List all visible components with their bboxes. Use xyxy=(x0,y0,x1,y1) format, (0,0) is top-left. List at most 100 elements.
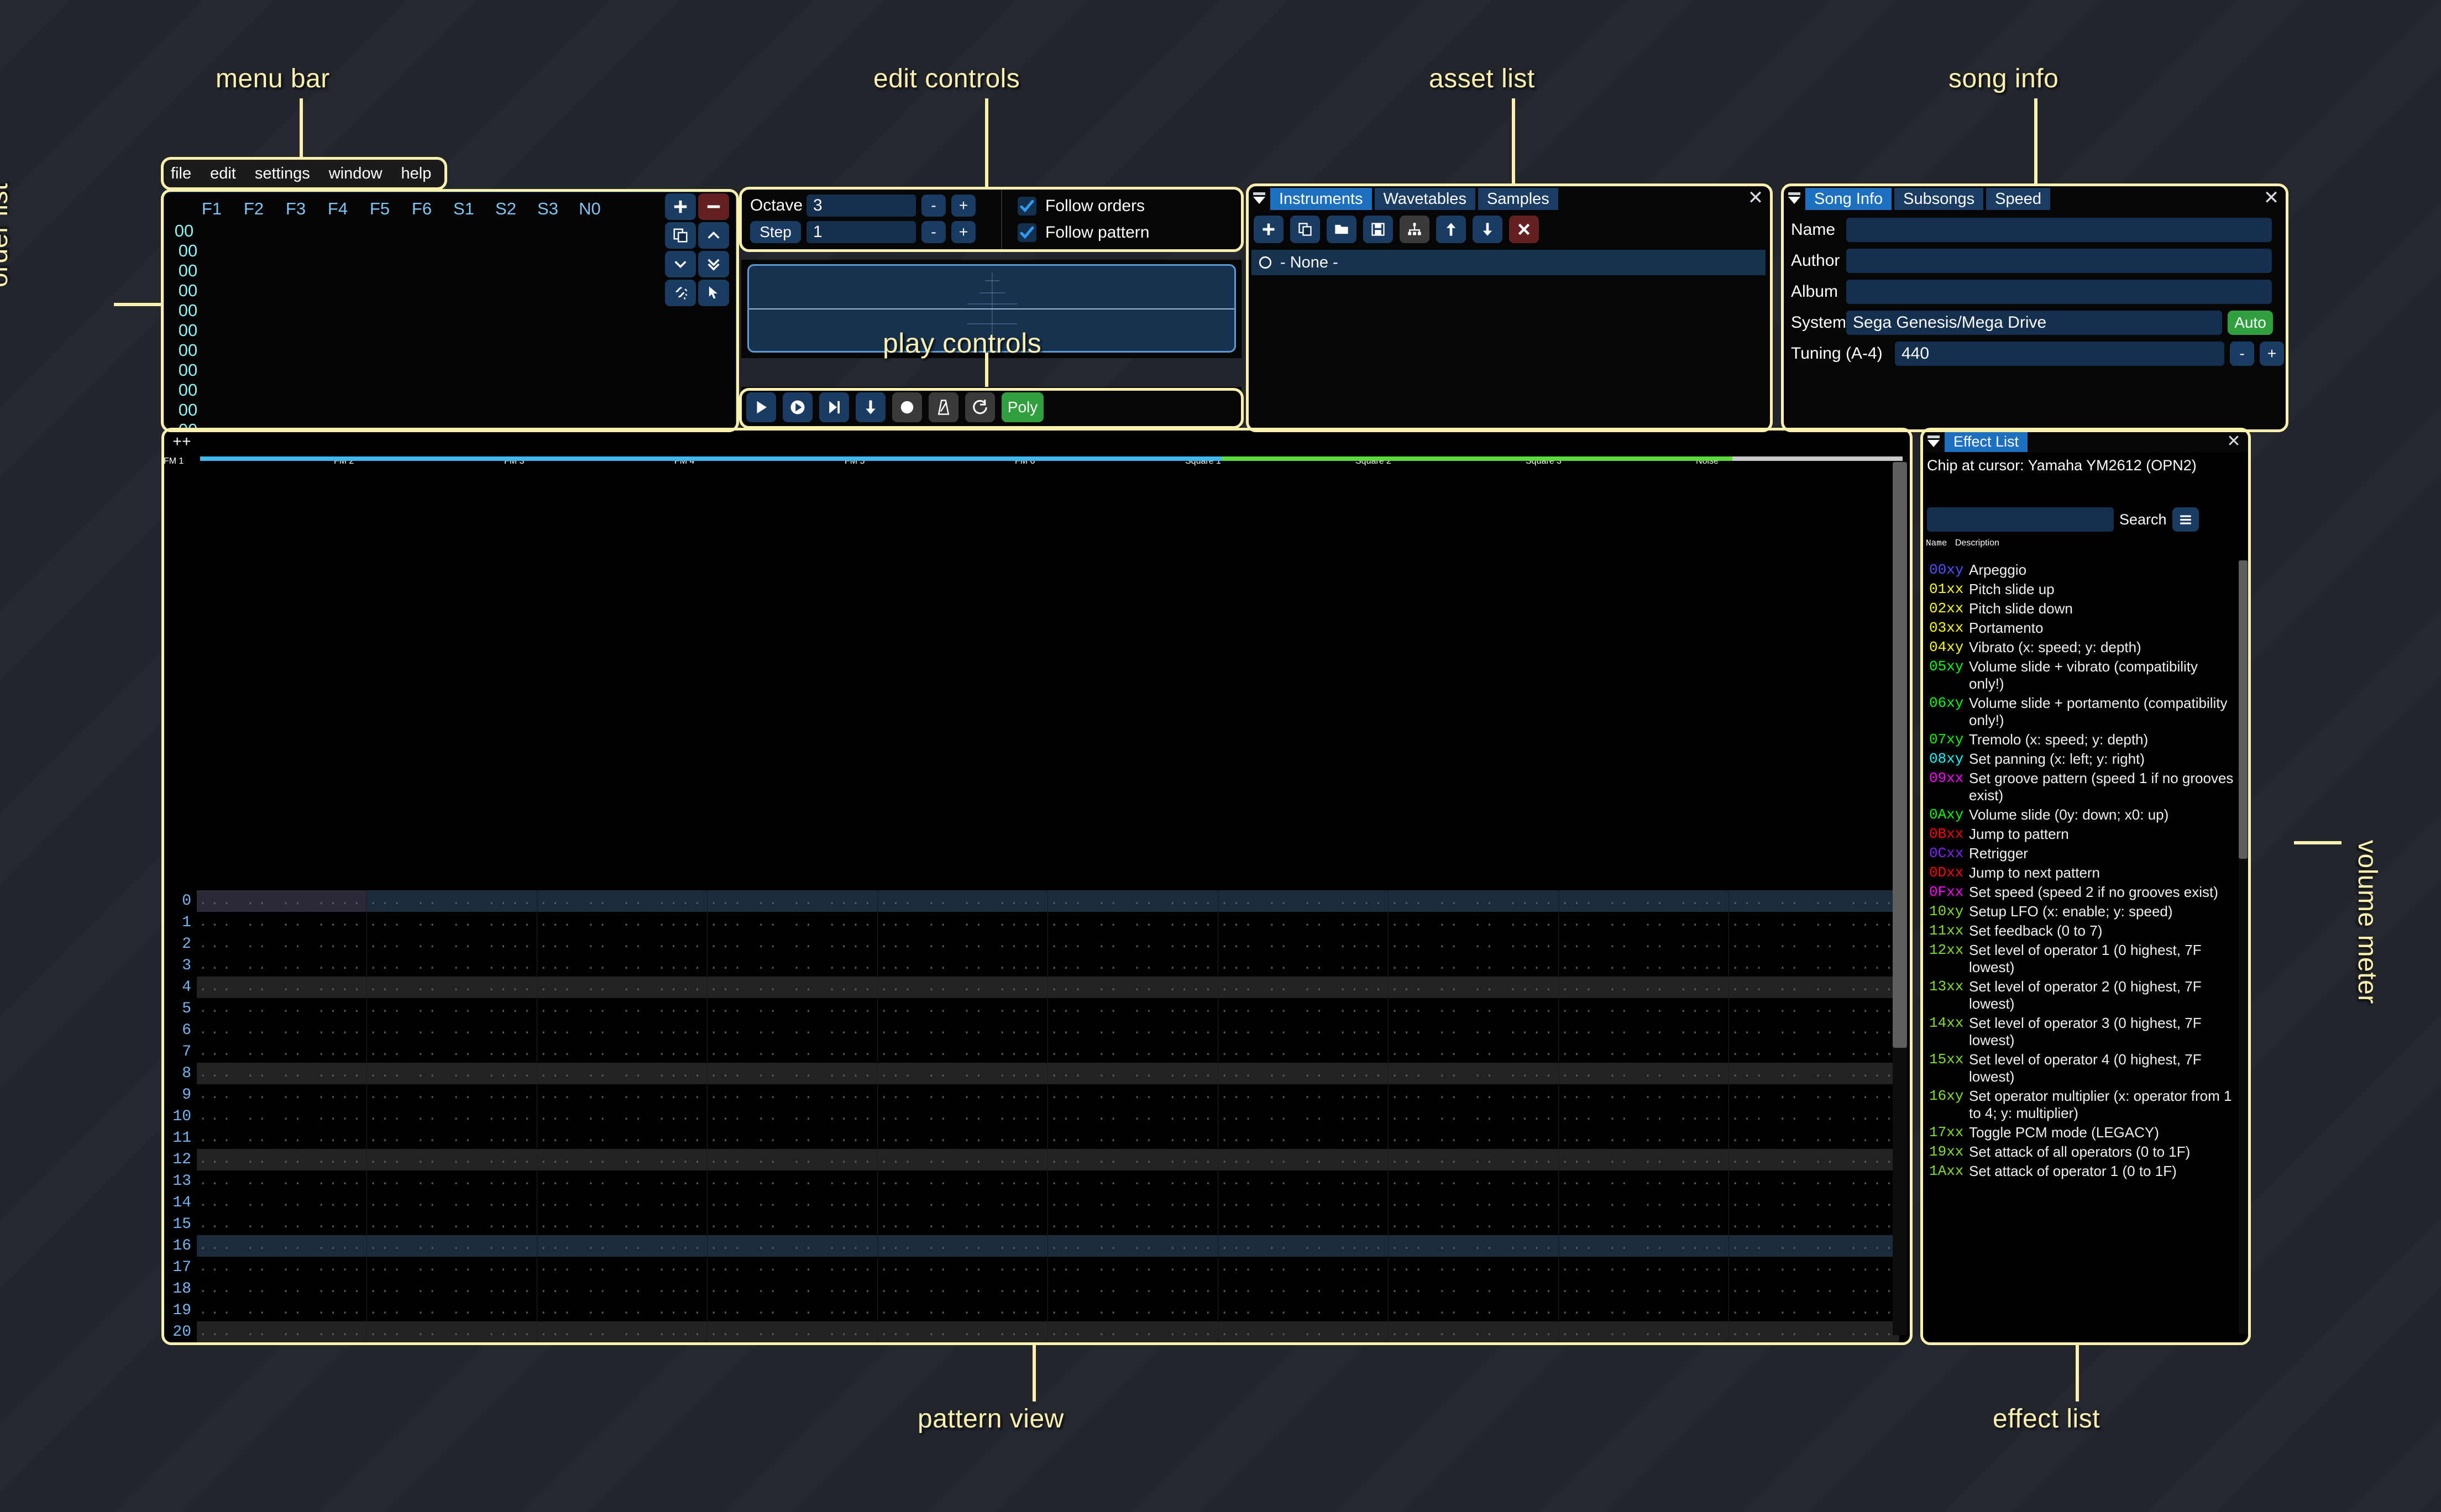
effect-row[interactable]: 17xx Toggle PCM mode (LEGACY) xyxy=(1926,1123,2236,1142)
effect-row[interactable]: 16xy Set operator multiplier (x: operator… xyxy=(1926,1086,2236,1123)
pattern-row[interactable]: 2... .. .. ....... .. .. ....... .. .. .… xyxy=(164,933,1910,955)
pattern-cell[interactable]: ... .. .. .... xyxy=(1389,912,1559,933)
pattern-cell[interactable]: ... .. .. .... xyxy=(537,1084,708,1106)
pattern-cell[interactable]: ... .. .. .... xyxy=(1048,890,1218,912)
pattern-cell[interactable]: ... .. .. .... xyxy=(1218,1192,1389,1214)
pattern-cell[interactable]: ... .. .. .... xyxy=(1729,977,1899,998)
pattern-cell[interactable]: ... .. .. .... xyxy=(1559,912,1729,933)
tuning-increment-button[interactable]: + xyxy=(2260,342,2284,366)
effect-row[interactable]: 04xy Vibrato (x: speed; y: depth) xyxy=(1926,638,2236,657)
pattern-cell[interactable]: ... .. .. .... xyxy=(1048,1214,1218,1235)
pattern-rows[interactable]: 0... .. .. ....... .. .. ....... .. .. .… xyxy=(164,890,1910,1343)
pattern-cell[interactable]: ... .. .. .... xyxy=(537,1127,708,1149)
pattern-scrollbar-thumb[interactable] xyxy=(1893,462,1907,1048)
pattern-row[interactable]: 8... .. .. ....... .. .. ....... .. .. .… xyxy=(164,1063,1910,1084)
pattern-cell[interactable]: ... .. .. .... xyxy=(1729,1321,1899,1343)
pattern-cell[interactable]: ... .. .. .... xyxy=(197,1127,367,1149)
pattern-cell[interactable]: ... .. .. .... xyxy=(708,1084,878,1106)
pattern-cell[interactable]: ... .. .. .... xyxy=(1559,1257,1729,1278)
pattern-cell[interactable]: ... .. .. .... xyxy=(878,1084,1048,1106)
pattern-cell[interactable]: ... .. .. .... xyxy=(1389,998,1559,1020)
pattern-cell[interactable]: ... .. .. .... xyxy=(878,1041,1048,1063)
add-instrument-button[interactable] xyxy=(1254,216,1284,243)
pattern-cell[interactable]: ... .. .. .... xyxy=(1729,1257,1899,1278)
tuning-input[interactable]: 440 xyxy=(1895,342,2224,366)
pattern-cell[interactable]: ... .. .. .... xyxy=(1559,1041,1729,1063)
tab-wavetables[interactable]: Wavetables xyxy=(1374,188,1475,210)
menu-item-settings[interactable]: settings xyxy=(254,164,310,182)
pattern-cell[interactable]: ... .. .. .... xyxy=(1389,1063,1559,1084)
pattern-cell[interactable]: ... .. .. .... xyxy=(1389,977,1559,998)
pattern-cell[interactable]: ... .. .. .... xyxy=(1559,955,1729,977)
pattern-cell[interactable]: ... .. .. .... xyxy=(708,933,878,955)
pattern-cell[interactable]: ... .. .. .... xyxy=(197,1300,367,1321)
effect-row[interactable]: 07xy Tremolo (x: speed; y: depth) xyxy=(1926,730,2236,749)
pattern-cell[interactable]: ... .. .. .... xyxy=(1729,1214,1899,1235)
pattern-cell[interactable]: ... .. .. .... xyxy=(1559,1063,1729,1084)
pattern-cell[interactable]: ... .. .. .... xyxy=(878,1321,1048,1343)
pattern-cell[interactable]: ... .. .. .... xyxy=(1729,998,1899,1020)
pattern-cell[interactable]: ... .. .. .... xyxy=(537,890,708,912)
pattern-cell[interactable]: ... .. .. .... xyxy=(537,933,708,955)
close-icon[interactable]: ✕ xyxy=(1747,187,1764,208)
pattern-cell[interactable]: ... .. .. .... xyxy=(878,1063,1048,1084)
pattern-cell[interactable]: ... .. .. .... xyxy=(1389,1257,1559,1278)
pattern-cell[interactable]: ... .. .. .... xyxy=(1048,1257,1218,1278)
pattern-cell[interactable]: ... .. .. .... xyxy=(367,1063,537,1084)
pattern-cell[interactable]: ... .. .. .... xyxy=(708,977,878,998)
pattern-cell[interactable]: ... .. .. .... xyxy=(1389,1214,1559,1235)
effect-row[interactable]: 06xy Volume slide + portamento (compatibi… xyxy=(1926,694,2236,730)
pattern-cell[interactable]: ... .. .. .... xyxy=(367,912,537,933)
pattern-cell[interactable]: ... .. .. .... xyxy=(537,1020,708,1041)
select-order-button[interactable] xyxy=(698,280,729,306)
pattern-cell[interactable]: ... .. .. .... xyxy=(708,1192,878,1214)
octave-decrement-button[interactable]: - xyxy=(921,195,946,217)
pattern-cell[interactable]: ... .. .. .... xyxy=(537,1063,708,1084)
repeat-pattern-button[interactable] xyxy=(965,392,995,422)
auto-system-button[interactable]: Auto xyxy=(2228,311,2273,335)
pattern-cell[interactable]: ... .. .. .... xyxy=(537,1106,708,1127)
effect-row[interactable]: 15xx Set level of operator 4 (0 highest, … xyxy=(1926,1050,2236,1086)
effect-row[interactable]: 02xx Pitch slide down xyxy=(1926,599,2236,618)
pattern-cell[interactable]: ... .. .. .... xyxy=(1218,1257,1389,1278)
pattern-cell[interactable]: ... .. .. .... xyxy=(367,1041,537,1063)
pattern-cell[interactable]: ... .. .. .... xyxy=(1559,1106,1729,1127)
pattern-cell[interactable]: ... .. .. .... xyxy=(197,977,367,998)
effect-row[interactable]: 1Axx Set attack of operator 1 (0 to 1F) xyxy=(1926,1162,2236,1181)
effect-row[interactable]: 19xx Set attack of all operators (0 to 1F… xyxy=(1926,1142,2236,1162)
order-cell[interactable]: 00 xyxy=(178,281,198,300)
pattern-cell[interactable]: ... .. .. .... xyxy=(367,1321,537,1343)
pattern-cell[interactable]: ... .. .. .... xyxy=(1729,1278,1899,1300)
pattern-cell[interactable]: ... .. .. .... xyxy=(878,890,1048,912)
pattern-cell[interactable]: ... .. .. .... xyxy=(537,912,708,933)
pattern-cell[interactable]: ... .. .. .... xyxy=(537,1041,708,1063)
pattern-cell[interactable]: ... .. .. .... xyxy=(1559,933,1729,955)
tab-instruments[interactable]: Instruments xyxy=(1270,188,1372,210)
pattern-cell[interactable]: ... .. .. .... xyxy=(197,1235,367,1257)
oscilloscope-view[interactable] xyxy=(747,264,1236,353)
effect-row[interactable]: 09xx Set groove pattern (speed 1 if no gr… xyxy=(1926,769,2236,805)
effect-row[interactable]: 0Axy Volume slide (0y: down; x0: up) xyxy=(1926,805,2236,825)
order-list-row[interactable]: 00 00 00 00 00 00 00 00 00 00 00 xyxy=(167,221,753,439)
move-order-down-button[interactable] xyxy=(665,251,696,277)
pattern-row[interactable]: 6... .. .. ....... .. .. ....... .. .. .… xyxy=(164,1020,1910,1041)
pattern-cell[interactable]: ... .. .. .... xyxy=(197,1106,367,1127)
order-cell[interactable]: 00 xyxy=(178,340,198,360)
pattern-cell[interactable]: ... .. .. .... xyxy=(1218,955,1389,977)
pattern-cell[interactable]: ... .. .. .... xyxy=(1218,1235,1389,1257)
metronome-button[interactable] xyxy=(929,392,958,422)
pattern-cell[interactable]: ... .. .. .... xyxy=(197,1192,367,1214)
pattern-cell[interactable]: ... .. .. .... xyxy=(197,1321,367,1343)
save-instrument-button[interactable] xyxy=(1363,216,1393,243)
pattern-cell[interactable]: ... .. .. .... xyxy=(1729,955,1899,977)
pattern-cell[interactable]: ... .. .. .... xyxy=(367,1170,537,1192)
pattern-cell[interactable]: ... .. .. .... xyxy=(1389,1020,1559,1041)
play-one-row-button[interactable] xyxy=(819,392,849,422)
step-one-row-button[interactable] xyxy=(856,392,886,422)
pattern-cell[interactable]: ... .. .. .... xyxy=(1729,1192,1899,1214)
pattern-cell[interactable]: ... .. .. .... xyxy=(197,1278,367,1300)
pattern-cell[interactable]: ... .. .. .... xyxy=(537,998,708,1020)
pattern-cell[interactable]: ... .. .. .... xyxy=(1218,1149,1389,1170)
pattern-cell[interactable]: ... .. .. .... xyxy=(1729,912,1899,933)
pattern-cell[interactable]: ... .. .. .... xyxy=(1218,1170,1389,1192)
